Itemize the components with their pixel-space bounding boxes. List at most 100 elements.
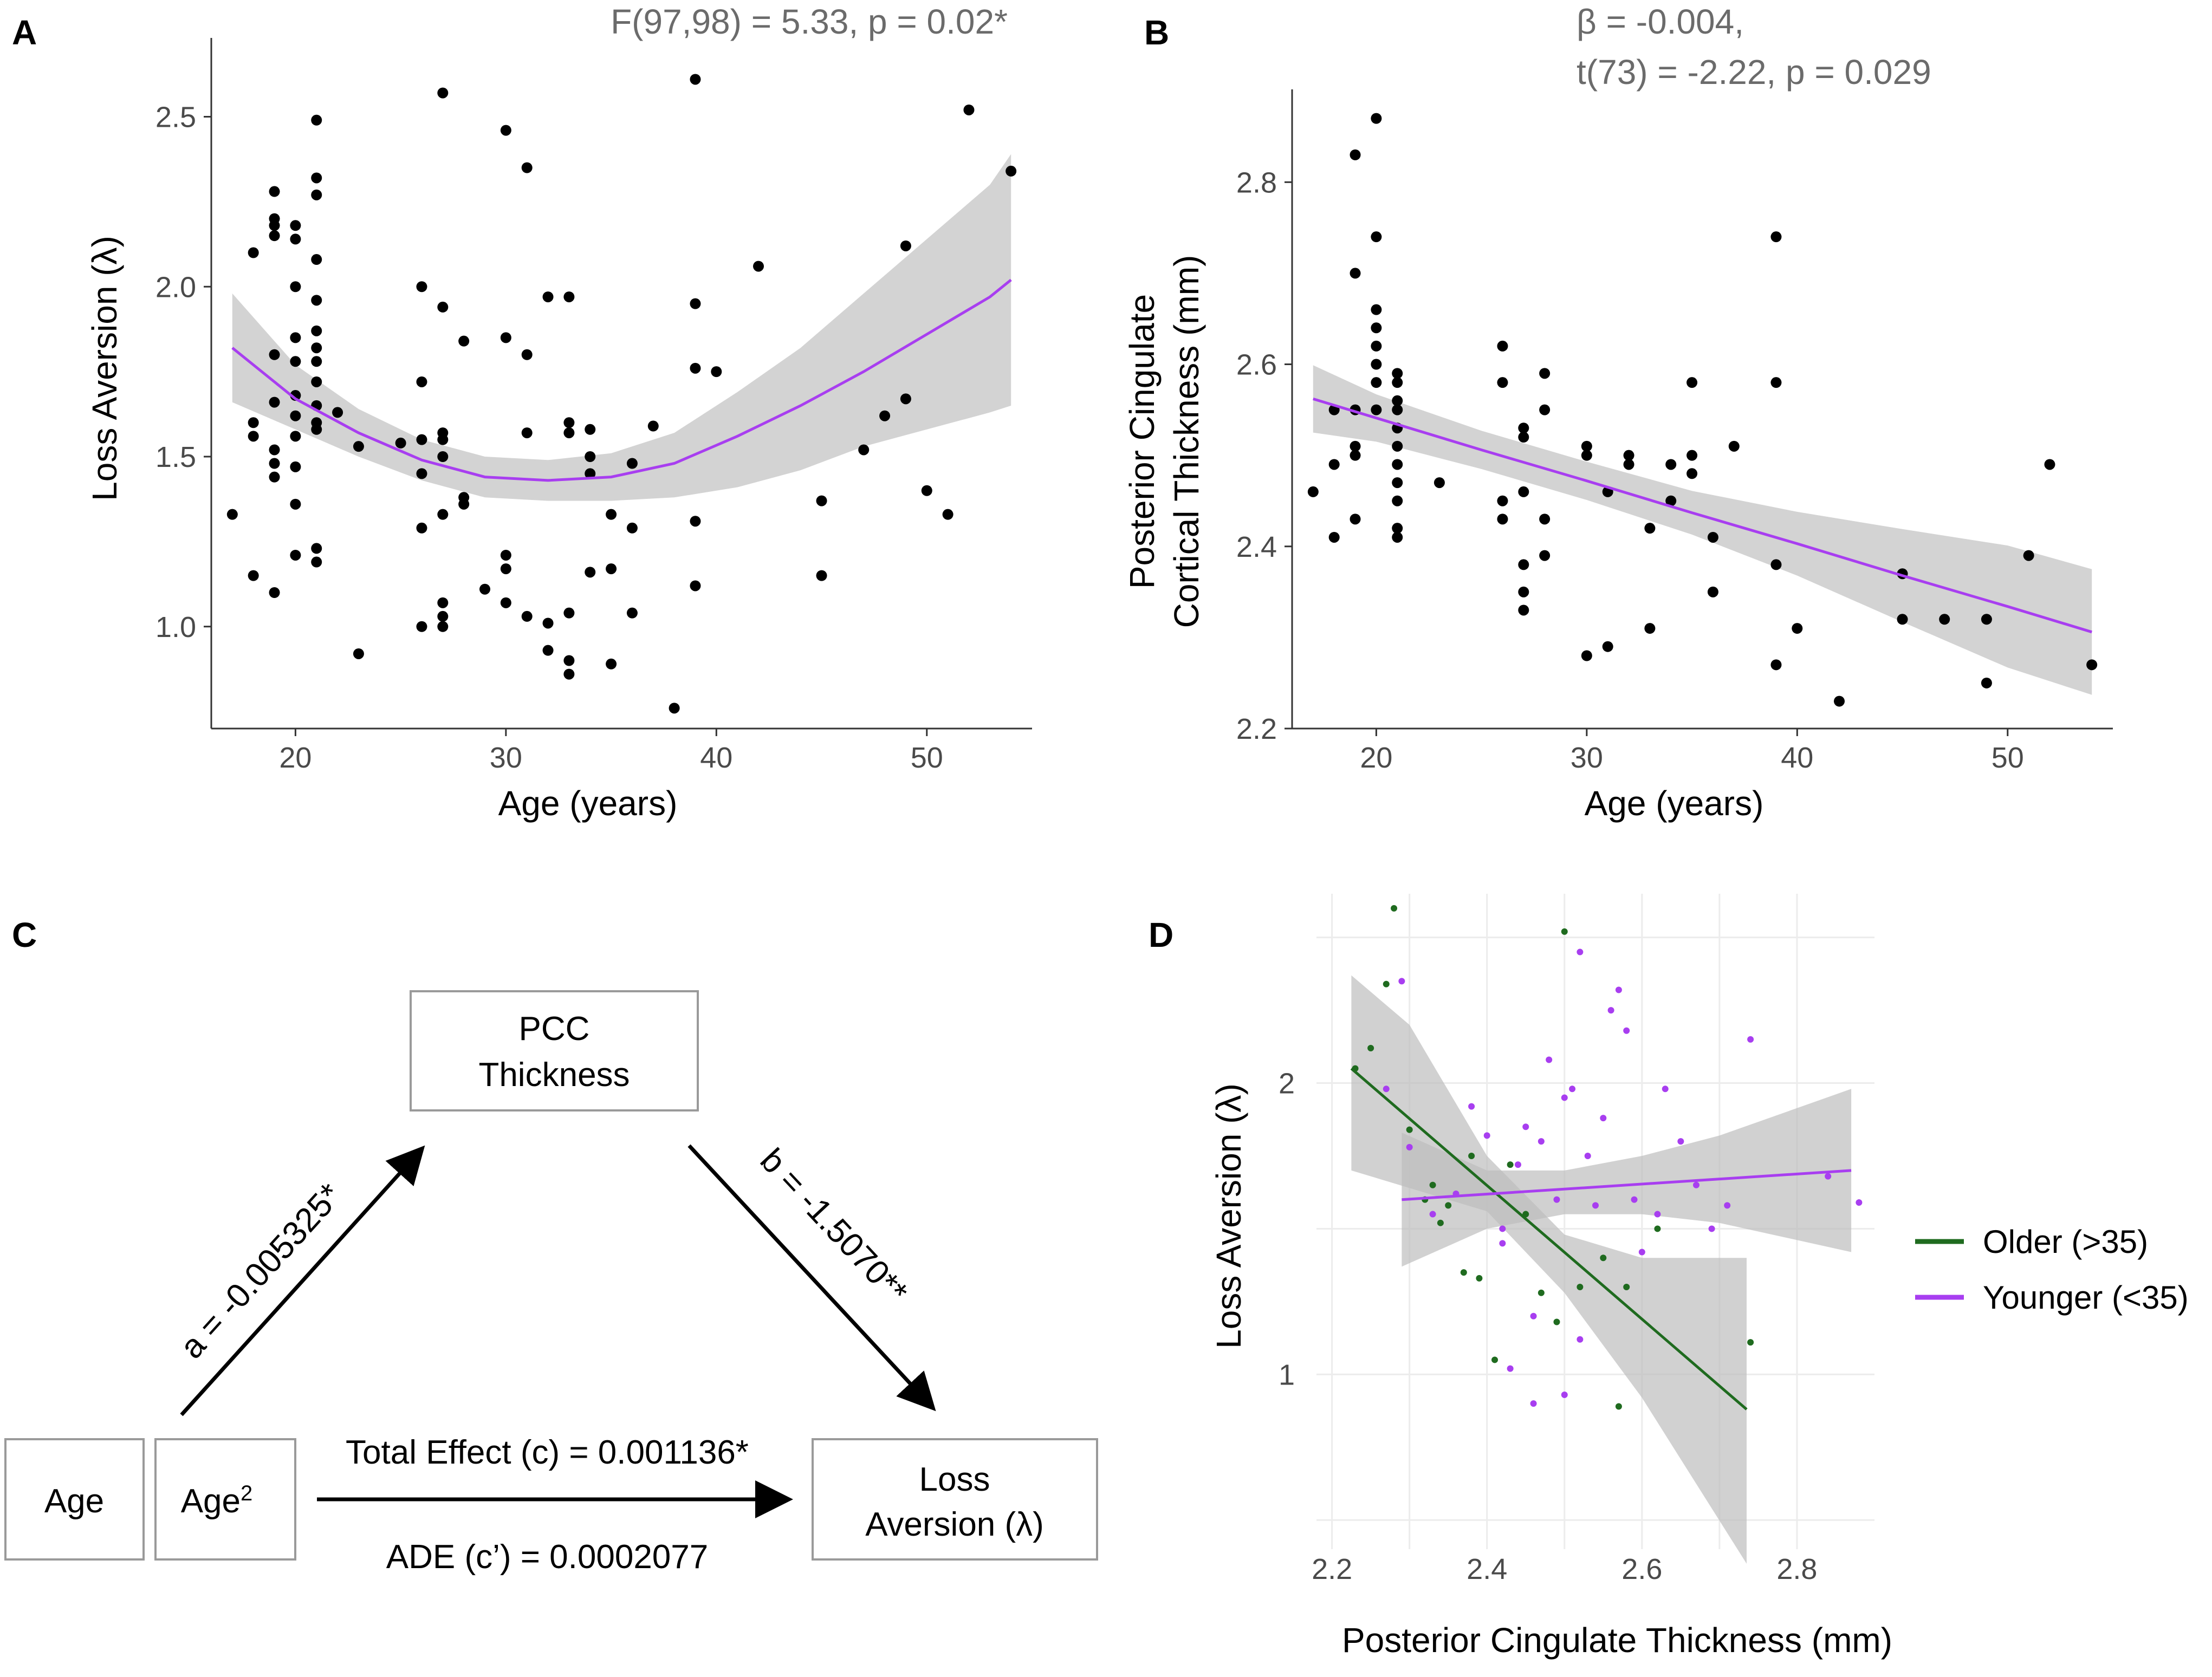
panel-c: C PCC Thickness Age Age2 Loss Aversion (…	[4, 915, 1098, 1576]
panel-d-data-point-older	[1507, 1161, 1514, 1168]
panel-a-data-point	[585, 451, 596, 462]
panel-a-data-point	[311, 342, 322, 354]
panel-b-data-point	[1770, 377, 1782, 388]
panel-a-data-point	[311, 254, 322, 265]
panel-a-data-point	[458, 335, 470, 347]
panel-d-data-point-younger	[1584, 1153, 1591, 1159]
panel-b-data-point	[1792, 623, 1803, 634]
panel-d-data-point-older	[1367, 1045, 1374, 1052]
panel-a-y-tick-label: 1.0	[155, 611, 196, 644]
panel-a-x-tick-label: 50	[911, 742, 943, 774]
panel-b-data-point	[1392, 531, 1403, 543]
panel-a-data-point	[290, 220, 301, 231]
panel-a-data-point	[647, 420, 659, 432]
panel-a-data-point	[879, 410, 891, 421]
panel-a-data-point	[248, 247, 259, 258]
panel-d-data-point-younger	[1577, 948, 1584, 955]
panel-b-plot: 20 30 40 50 2.2 2.4 2.6 2.8	[1236, 89, 2113, 774]
panel-b-data-point	[1307, 486, 1319, 497]
panel-b-data-point	[1518, 422, 1529, 434]
panel-a-data-point	[395, 437, 406, 448]
panel-a-data-point	[626, 607, 638, 619]
panel-a-data-point	[416, 468, 427, 479]
pcc-thickness-box	[410, 990, 699, 1112]
panel-a: A F(97,98) = 5.33, p = 0.02* 20 30 40 50 1.0…	[12, 2, 1032, 823]
panel-a-data-point	[437, 509, 449, 520]
legend-label-older: Older (>35)	[1983, 1224, 2148, 1260]
panel-a-data-point	[521, 349, 533, 360]
panel-b-data-point	[1392, 440, 1403, 452]
panel-b-data-point	[1939, 614, 1950, 625]
panel-a-letter: A	[12, 13, 37, 52]
panel-d-xlabel: Posterior Cingulate Thickness (mm)	[1342, 1621, 1892, 1660]
panel-a-data-point	[921, 485, 932, 496]
panel-d-data-point-younger	[1708, 1225, 1715, 1232]
panel-a-data-point	[942, 509, 953, 520]
panel-b-data-point	[2086, 659, 2098, 671]
panel-b-data-point	[1433, 477, 1445, 489]
panel-a-data-point	[290, 410, 301, 421]
panel-a-data-point	[248, 570, 259, 581]
panel-b-data-point	[1707, 531, 1718, 543]
age-squared-box	[154, 1438, 296, 1561]
panel-b-data-point	[1644, 523, 1656, 534]
panel-d-y-tick-label: 2	[1279, 1068, 1295, 1100]
panel-a-data-point	[753, 261, 764, 272]
panel-d-data-point-younger	[1553, 1196, 1560, 1203]
panel-a-data-point	[626, 458, 638, 469]
panel-b-ylabel-line1: Posterior Cingulate	[1123, 294, 1162, 589]
total-effect-label: Total Effect (c) = 0.001136*	[346, 1434, 749, 1471]
panel-a-data-point	[311, 325, 322, 336]
panel-b-y-tick-label: 2.4	[1236, 531, 1277, 563]
panel-d-data-point-older	[1445, 1202, 1452, 1209]
panel-d-fit-line-older	[1350, 1067, 1748, 1410]
panel-a-data-point	[311, 424, 322, 435]
panel-d-data-point-older	[1615, 1403, 1622, 1410]
panel-d-data-point-younger	[1607, 1007, 1614, 1014]
pcc-label-line2: Thickness	[478, 1056, 630, 1094]
panel-b-data-point	[1581, 650, 1592, 661]
panel-b-data-point	[1392, 495, 1403, 506]
panel-d-data-point-younger	[1429, 1211, 1436, 1218]
panel-b-data-point	[1392, 477, 1403, 489]
panel-d-data-point-younger	[1499, 1240, 1506, 1247]
panel-b-data-point	[2044, 459, 2055, 470]
panel-b-fit-line	[1313, 398, 2092, 634]
panel-b-data-point	[1518, 432, 1529, 443]
panel-d-data-point-younger	[1662, 1086, 1669, 1093]
panel-c-letter: C	[12, 915, 37, 954]
panel-a-data-point	[269, 471, 280, 483]
panel-a-data-point	[963, 104, 975, 115]
panel-d-confidence-band-older	[1351, 975, 1747, 1564]
panel-a-data-point	[269, 587, 280, 598]
panel-b-data-point	[1518, 604, 1529, 616]
panel-a-data-point	[437, 87, 449, 99]
panel-a-data-point	[858, 444, 870, 456]
panel-d-data-point-younger	[1577, 1336, 1584, 1343]
panel-d-data-point-younger	[1530, 1400, 1537, 1407]
panel-a-data-point	[563, 417, 575, 428]
panel-a-data-point	[500, 549, 511, 561]
panel-a-data-point	[353, 648, 364, 659]
panel-b-data-point	[1770, 659, 1782, 671]
panel-a-data-point	[226, 509, 238, 520]
panel-b-data-point	[1770, 231, 1782, 243]
panel-a-data-point	[248, 417, 259, 428]
panel-a-xlabel: Age (years)	[498, 784, 678, 823]
panel-a-data-point	[542, 645, 554, 656]
panel-a-data-point	[500, 332, 511, 343]
panel-a-data-point	[563, 427, 575, 439]
panel-b-stat-line1: β = -0.004,	[1577, 2, 1744, 41]
panel-d-x-tick-label: 2.8	[1776, 1553, 1817, 1585]
panel-a-data-point	[269, 220, 280, 231]
panel-d-data-point-older	[1491, 1356, 1499, 1363]
panel-d-data-point-older	[1391, 905, 1398, 912]
panel-b-data-point	[1539, 550, 1551, 561]
panel-a-data-point	[269, 396, 280, 408]
panel-b-data-point	[2023, 550, 2034, 561]
panel-a-data-point	[311, 172, 322, 184]
panel-a-data-point	[311, 295, 322, 306]
panel-a-data-point	[816, 570, 827, 581]
age-label: Age	[44, 1483, 104, 1520]
panel-b-data-point	[1392, 459, 1403, 470]
